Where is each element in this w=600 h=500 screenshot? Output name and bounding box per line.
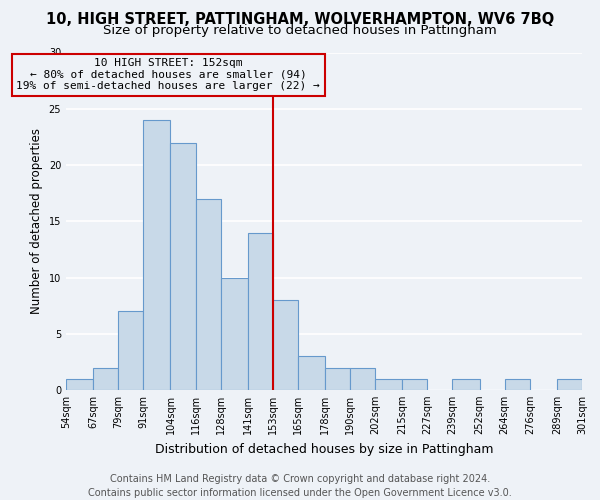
Bar [118,311,143,390]
Text: Size of property relative to detached houses in Pattingham: Size of property relative to detached ho… [103,24,497,37]
Bar [505,379,530,390]
Bar [248,232,273,390]
Bar [273,300,298,390]
Text: 10, HIGH STREET, PATTINGHAM, WOLVERHAMPTON, WV6 7BQ: 10, HIGH STREET, PATTINGHAM, WOLVERHAMPT… [46,12,554,28]
Bar [143,120,170,390]
Bar [452,379,479,390]
Bar [196,198,221,390]
Bar [325,368,350,390]
Bar [403,379,427,390]
Bar [221,278,248,390]
Bar [93,368,118,390]
Bar [66,379,93,390]
Bar [557,379,582,390]
X-axis label: Distribution of detached houses by size in Pattingham: Distribution of detached houses by size … [155,442,493,456]
Bar [375,379,403,390]
Y-axis label: Number of detached properties: Number of detached properties [30,128,43,314]
Text: Contains HM Land Registry data © Crown copyright and database right 2024.
Contai: Contains HM Land Registry data © Crown c… [88,474,512,498]
Text: 10 HIGH STREET: 152sqm
← 80% of detached houses are smaller (94)
19% of semi-det: 10 HIGH STREET: 152sqm ← 80% of detached… [16,58,320,92]
Bar [298,356,325,390]
Bar [170,142,196,390]
Bar [350,368,375,390]
